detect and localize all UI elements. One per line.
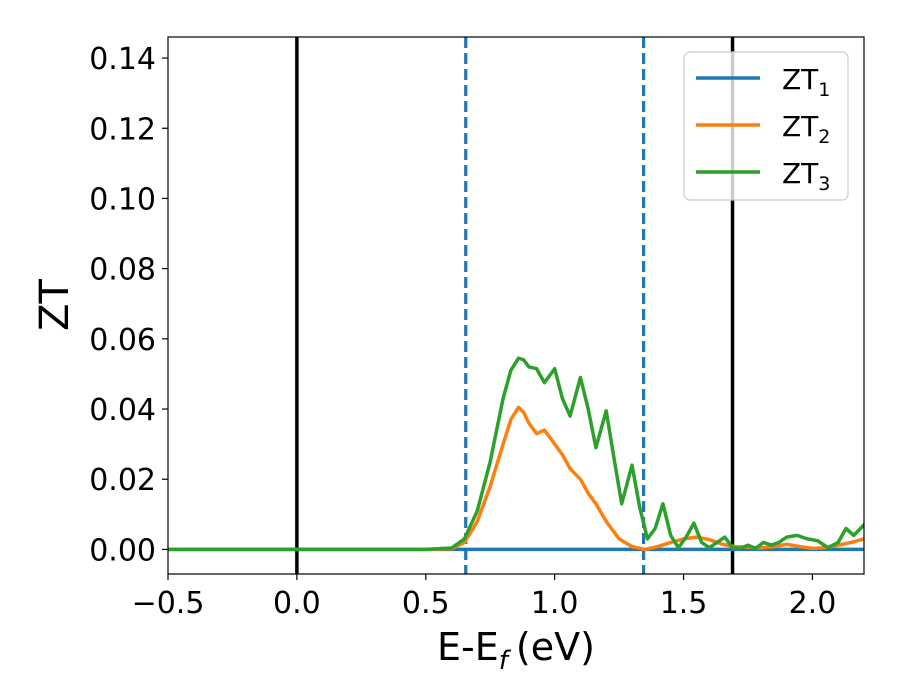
x-tick-label: 1.5 xyxy=(660,586,708,621)
x-axis-label-main: E-E xyxy=(437,625,499,669)
series-layer xyxy=(168,356,864,552)
legend-label: ZT1 xyxy=(782,63,830,101)
x-tick-label: −0.5 xyxy=(132,586,205,621)
x-axis-label: E-Ef (eV) xyxy=(437,625,595,676)
legend-label-subscript: 3 xyxy=(818,173,830,195)
x-axis: −0.5 0.0 0.5 1.0 1.5 2.0 xyxy=(132,574,837,621)
series-line-2 xyxy=(168,405,864,552)
y-tick-label: 0.10 xyxy=(89,182,156,217)
y-tick-label: 0.12 xyxy=(89,112,156,147)
legend-box xyxy=(683,51,849,201)
legend-label-main: ZT xyxy=(782,110,819,143)
y-tick-label: 0.14 xyxy=(89,42,156,77)
legend-label-subscript: 1 xyxy=(818,79,830,101)
x-axis-label-unit: (eV) xyxy=(516,625,595,669)
y-axis: 0.00 0.02 0.04 0.06 0.08 0.10 0.12 0.14 xyxy=(89,42,168,568)
x-tick-label: 0.5 xyxy=(402,586,450,621)
legend-label-main: ZT xyxy=(782,157,819,190)
plot-frame xyxy=(167,36,865,575)
y-tick-label: 0.02 xyxy=(89,463,156,498)
series-line-3 xyxy=(168,356,864,552)
legend-label-main: ZT xyxy=(782,63,819,96)
legend-label-subscript: 2 xyxy=(818,126,830,148)
y-axis-label: ZT xyxy=(32,279,78,331)
x-tick-label: 0.0 xyxy=(273,586,321,621)
x-tick-label: 2.0 xyxy=(789,586,837,621)
legend-label: ZT3 xyxy=(782,157,830,195)
legend-label: ZT2 xyxy=(782,110,830,148)
y-tick-label: 0.00 xyxy=(89,533,156,568)
y-tick-label: 0.08 xyxy=(89,253,156,288)
y-tick-label: 0.04 xyxy=(89,393,156,428)
x-tick-label: 1.0 xyxy=(531,586,579,621)
y-tick-label: 0.06 xyxy=(89,323,156,358)
